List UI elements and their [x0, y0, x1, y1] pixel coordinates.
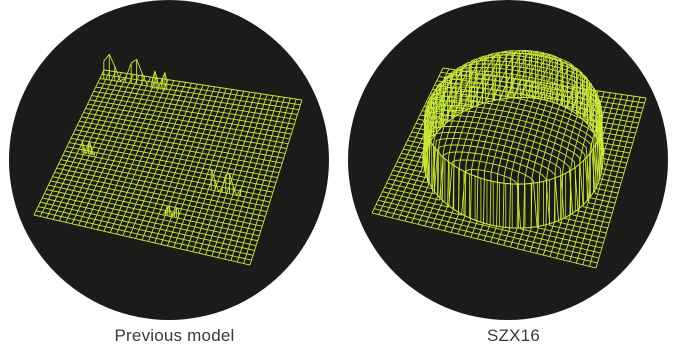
plane-grid-col [179, 90, 239, 249]
plane-grid-col [154, 86, 216, 244]
plane-grid-col [211, 94, 268, 257]
dome-surface-mesh [371, 49, 647, 269]
plane-grid-col [78, 76, 146, 226]
dome-grid-col [588, 96, 641, 267]
dome-grid-col [575, 95, 629, 264]
plane-grid-col [236, 98, 291, 263]
dome-grid-col [516, 60, 575, 249]
plane-grid-col [243, 98, 297, 264]
panel-szx16: SZX16 [338, 0, 675, 351]
plane-grid-col [249, 99, 303, 266]
artifact-top [210, 168, 241, 197]
caption-previous-model: Previous model [114, 326, 235, 345]
artifact-top [163, 205, 179, 217]
plane-grid-col [122, 82, 186, 236]
plane-grid-col [205, 93, 262, 255]
artifact-top [150, 70, 168, 89]
dome-grid-col [562, 93, 617, 261]
plane-grid-col [192, 91, 251, 252]
dome-grid-col [437, 53, 504, 230]
plane-grid-col [166, 88, 227, 247]
dome-grid-col [470, 50, 534, 238]
plane-grid-col [141, 84, 204, 241]
dome-grid-col [463, 49, 528, 236]
dome-grid-col [457, 50, 522, 235]
plane-grid-col [71, 75, 140, 224]
plane-grid-col [224, 96, 280, 260]
plane-grid-col [109, 80, 175, 233]
previous-model-image [9, 0, 329, 320]
plane-grid-col [58, 73, 128, 222]
plane-grid-col [84, 76, 152, 227]
dome-rim-base [424, 96, 603, 229]
dome-grid-col [378, 68, 450, 215]
dome-grid-col [536, 72, 593, 254]
artifact-top [103, 53, 149, 87]
artifact-top [81, 140, 95, 156]
dome-grid-col [582, 96, 635, 265]
plane-grid-col [90, 77, 157, 229]
szx16-image [348, 0, 668, 320]
panel-previous-model: Previous model [0, 0, 337, 351]
caption-szx16: SZX16 [487, 326, 540, 345]
plane-grid-col [135, 83, 198, 239]
plane-grid-col [97, 78, 163, 230]
dome-grid-col [549, 83, 605, 257]
plane-grid-col [128, 83, 192, 238]
dome-grid-col [595, 97, 647, 269]
flat-surface-mesh [33, 53, 303, 266]
dome-grid-col [523, 64, 581, 251]
plane-grid-col [46, 71, 117, 219]
circular-backdrop [9, 0, 329, 320]
plane-grid-col [116, 81, 181, 235]
plane-grid-col [147, 85, 210, 242]
plane-grid-col [160, 87, 221, 245]
plane-grid-col [52, 72, 122, 220]
dome-grid-col [371, 67, 444, 214]
plane-grid-col [198, 92, 256, 254]
plane-grid-col [39, 70, 111, 217]
plane-grid-col [33, 69, 105, 216]
dome-grid-col [542, 77, 599, 256]
dome-grid-col [450, 50, 516, 233]
plane-grid-col [103, 79, 169, 232]
plane-grid-col [230, 97, 285, 261]
plane-grid-col [217, 95, 274, 258]
plane-grid-col [65, 74, 134, 223]
dome-rim-top [424, 52, 603, 185]
plane-grid-col [186, 91, 245, 251]
plane-grid-col [173, 89, 233, 248]
dome-grid-col [529, 67, 587, 252]
